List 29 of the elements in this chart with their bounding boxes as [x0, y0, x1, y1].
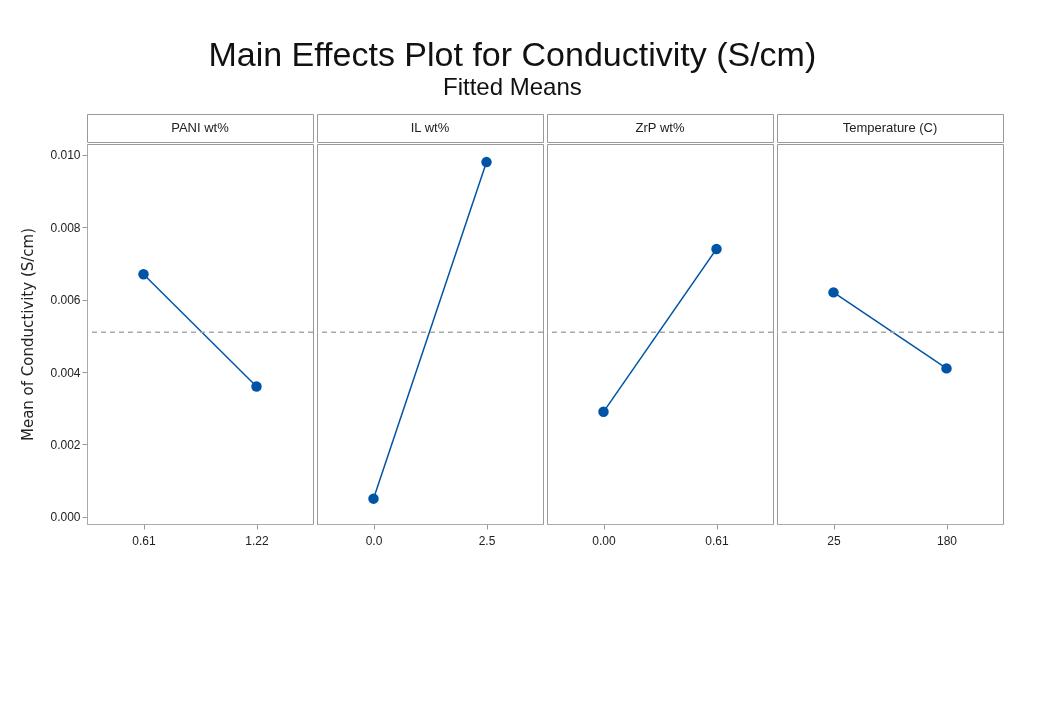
x-tick-label: 2.5	[478, 533, 496, 548]
chart-title: Main Effects Plot for Conductivity (S/cm)	[208, 34, 817, 73]
x-tick-label: 25	[827, 533, 841, 548]
y-tick-label: 0.000	[50, 510, 81, 525]
x-tick-label: 180	[936, 533, 958, 548]
point	[828, 287, 839, 298]
y-tick-label: 0.010	[50, 148, 81, 163]
point	[368, 493, 379, 504]
point	[251, 381, 262, 392]
point	[481, 156, 492, 168]
x-tick-label: 0.61	[132, 533, 156, 548]
point	[138, 269, 149, 280]
text: ZrP wt%	[635, 120, 685, 135]
x-tick-label: 1.22	[245, 533, 269, 548]
point	[941, 363, 952, 374]
y-tick-label: 0.006	[50, 293, 81, 308]
y-tick-label: 0.002	[50, 437, 81, 452]
x-tick-label: 0.0	[365, 533, 383, 548]
text: IL wt%	[410, 120, 450, 135]
point	[711, 243, 722, 255]
chart-subtitle: Fitted Means	[442, 72, 582, 100]
text: Temperature (C)	[842, 120, 938, 135]
x-tick-label: 0.61	[705, 533, 729, 548]
y-axis-title: Mean of Conductivity (S/cm)	[19, 227, 38, 442]
y-tick-label: 0.008	[50, 220, 81, 235]
point	[598, 406, 609, 418]
x-tick-label: 0.00	[592, 533, 616, 548]
text: PANI wt%	[171, 120, 230, 135]
y-tick-label: 0.004	[50, 365, 81, 380]
